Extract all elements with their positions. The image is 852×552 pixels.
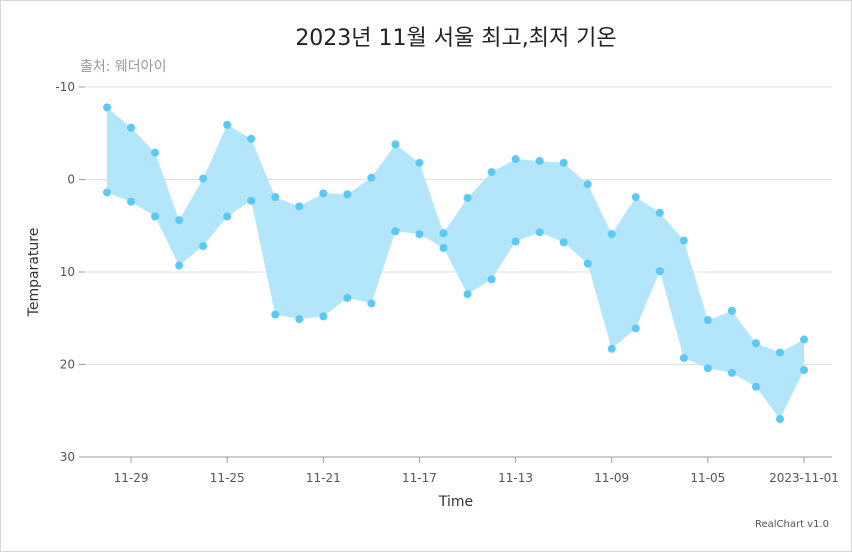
high-point[interactable] xyxy=(463,194,472,202)
low-point[interactable] xyxy=(800,366,808,375)
low-point[interactable] xyxy=(487,275,496,284)
low-point[interactable] xyxy=(175,261,184,270)
high-point[interactable] xyxy=(415,158,424,167)
high-point[interactable] xyxy=(175,216,184,225)
low-point[interactable] xyxy=(559,238,568,247)
high-point[interactable] xyxy=(439,229,448,238)
low-point[interactable] xyxy=(127,197,136,206)
high-point[interactable] xyxy=(391,140,400,149)
high-point[interactable] xyxy=(535,157,544,165)
low-point[interactable] xyxy=(295,315,304,324)
y-tick-label: 0 xyxy=(67,173,75,187)
data-points xyxy=(103,103,808,424)
high-point[interactable] xyxy=(367,173,376,182)
x-axis-title: Time xyxy=(438,494,473,510)
high-point[interactable] xyxy=(775,348,784,357)
high-point[interactable] xyxy=(511,155,520,164)
low-point[interactable] xyxy=(247,196,256,205)
high-point[interactable] xyxy=(319,189,328,198)
high-point[interactable] xyxy=(583,180,592,189)
y-tick-label: 20 xyxy=(60,358,75,372)
high-point[interactable] xyxy=(487,168,496,177)
high-point[interactable] xyxy=(151,148,160,157)
low-point[interactable] xyxy=(223,212,232,221)
high-point[interactable] xyxy=(751,339,760,348)
high-point[interactable] xyxy=(247,134,256,143)
y-tick-label: 10 xyxy=(60,265,75,279)
low-point[interactable] xyxy=(679,354,688,363)
high-point[interactable] xyxy=(559,158,568,167)
low-point[interactable] xyxy=(751,382,760,391)
low-point[interactable] xyxy=(631,324,640,333)
x-tick-label: 11-05 xyxy=(690,471,725,485)
chart-subtitle: 출처: 웨더아이 xyxy=(80,59,166,75)
y-tick-label: -10 xyxy=(55,80,75,94)
low-point[interactable] xyxy=(583,259,592,268)
high-point[interactable] xyxy=(343,190,352,199)
x-tick-label: 11-29 xyxy=(114,471,149,485)
low-point[interactable] xyxy=(391,227,400,236)
chart-title: 2023년 11월 서울 최고,최저 기온 xyxy=(295,26,616,51)
x-axis-ticks: 2023-11-01 11-05 11-09 11-13 11-17 11-21 11-25… xyxy=(114,457,839,485)
high-point[interactable] xyxy=(655,208,664,217)
low-point[interactable] xyxy=(607,344,616,353)
low-point[interactable] xyxy=(727,368,736,377)
low-point[interactable] xyxy=(415,230,424,239)
high-point[interactable] xyxy=(607,230,616,239)
high-point[interactable] xyxy=(800,335,808,344)
high-point[interactable] xyxy=(223,120,232,129)
x-tick-label: 11-13 xyxy=(498,471,533,485)
low-point[interactable] xyxy=(343,293,352,302)
x-tick-label: 2023-11-01 xyxy=(769,471,839,485)
y-axis-ticks: -10 0 10 20 30 xyxy=(55,80,85,464)
high-point[interactable] xyxy=(103,103,111,112)
high-point[interactable] xyxy=(727,306,736,315)
y-tick-label: 30 xyxy=(60,450,75,464)
low-point[interactable] xyxy=(151,212,160,221)
low-point[interactable] xyxy=(439,243,448,252)
high-point[interactable] xyxy=(631,193,640,202)
low-point[interactable] xyxy=(703,364,712,373)
low-point[interactable] xyxy=(775,415,784,424)
low-point[interactable] xyxy=(271,310,280,319)
x-tick-label: 11-25 xyxy=(210,471,245,485)
range-area xyxy=(107,107,804,420)
high-point[interactable] xyxy=(703,316,712,325)
low-point[interactable] xyxy=(319,312,328,321)
low-point[interactable] xyxy=(511,237,520,246)
low-point[interactable] xyxy=(463,290,472,299)
low-point[interactable] xyxy=(655,267,664,276)
high-point[interactable] xyxy=(295,202,304,211)
high-point[interactable] xyxy=(271,193,280,202)
x-tick-label: 11-09 xyxy=(594,471,629,485)
range-area-layer xyxy=(107,107,804,420)
high-point[interactable] xyxy=(199,174,208,183)
low-point[interactable] xyxy=(367,299,376,308)
y-axis-title: Temparature xyxy=(26,228,42,318)
low-point[interactable] xyxy=(199,242,208,251)
low-point[interactable] xyxy=(103,188,111,197)
chart-credit: RealChart v1.0 xyxy=(755,519,829,530)
low-point[interactable] xyxy=(535,228,544,237)
x-tick-label: 11-21 xyxy=(306,471,341,485)
high-point[interactable] xyxy=(127,123,136,132)
high-point[interactable] xyxy=(679,236,688,245)
x-tick-label: 11-17 xyxy=(402,471,437,485)
